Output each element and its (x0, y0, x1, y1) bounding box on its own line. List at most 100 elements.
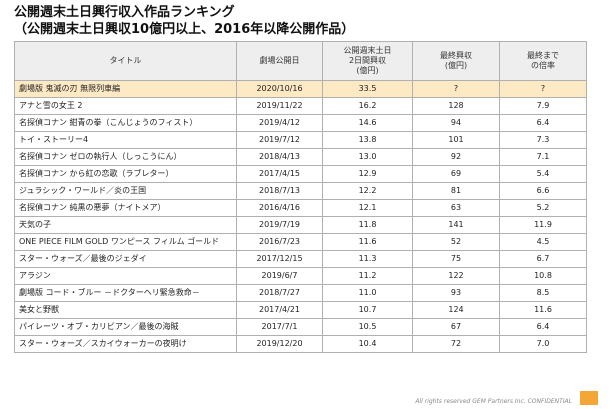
cell-final: 63 (412, 199, 500, 217)
cell-title: スター・ウォーズ／スカイウォーカーの夜明け (14, 335, 237, 353)
cell-ratio: 11.6 (499, 301, 587, 319)
cell-ratio: 7.0 (499, 335, 587, 353)
cell-title: 名探偵コナン 純黒の悪夢（ナイトメア） (14, 199, 237, 217)
cell-ratio: 5.2 (499, 199, 587, 217)
cell-weekend: 10.7 (322, 301, 413, 319)
table-row: 名探偵コナン 純黒の悪夢（ナイトメア） 2016/4/16 12.1 63 5.… (14, 199, 587, 217)
cell-ratio: 7.1 (499, 148, 587, 166)
cell-title: アラジン (14, 267, 237, 285)
cell-date: 2019/7/12 (236, 131, 323, 149)
cell-ratio: 5.4 (499, 165, 587, 183)
cell-title: ジュラシック・ワールド／炎の王国 (14, 182, 237, 200)
table-row: 天気の子 2019/7/19 11.8 141 11.9 (14, 216, 587, 234)
cell-weekend: 10.4 (322, 335, 413, 353)
table-row: スター・ウォーズ／スカイウォーカーの夜明け 2019/12/20 10.4 72… (14, 335, 587, 353)
table-row: トイ・ストーリー4 2019/7/12 13.8 101 7.3 (14, 131, 587, 149)
cell-final: 92 (412, 148, 500, 166)
cell-title: 名探偵コナン 紺青の拳（こんじょうのフィスト） (14, 114, 237, 132)
cell-weekend: 33.5 (322, 80, 413, 98)
cell-final: 69 (412, 165, 500, 183)
cell-ratio: ? (499, 80, 587, 98)
header-final-gross: 最終興収 (億円) (412, 41, 500, 81)
table-row: アナと雪の女王 2 2019/11/22 16.2 128 7.9 (14, 97, 587, 115)
cell-date: 2019/7/19 (236, 216, 323, 234)
cell-ratio: 6.7 (499, 250, 587, 268)
cell-ratio: 7.9 (499, 97, 587, 115)
cell-date: 2019/11/22 (236, 97, 323, 115)
cell-weekend: 12.2 (322, 182, 413, 200)
cell-final: 72 (412, 335, 500, 353)
cell-date: 2019/6/7 (236, 267, 323, 285)
cell-title: 美女と野獣 (14, 301, 237, 319)
cell-date: 2016/7/23 (236, 233, 323, 251)
cell-title: 劇場版 コード・ブルー －ドクターヘリ緊急救命－ (14, 284, 237, 302)
cell-date: 2020/10/16 (236, 80, 323, 98)
cell-ratio: 6.6 (499, 182, 587, 200)
cell-title: アナと雪の女王 2 (14, 97, 237, 115)
cell-final: 101 (412, 131, 500, 149)
brand-mark (580, 391, 598, 405)
table-row: 名探偵コナン から紅の恋歌（ラブレター） 2017/4/15 12.9 69 5… (14, 165, 587, 183)
cell-weekend: 11.6 (322, 233, 413, 251)
table-row: パイレーツ・オブ・カリビアン／最後の海賊 2017/7/1 10.5 67 6.… (14, 318, 587, 336)
table-row: アラジン 2019/6/7 11.2 122 10.8 (14, 267, 587, 285)
header-weekend-gross: 公開週末土日 2日間興収 (億円) (322, 41, 413, 81)
cell-date: 2019/4/12 (236, 114, 323, 132)
table-header-row: タイトル 劇場公開日 公開週末土日 2日間興収 (億円) 最終興収 (億円) 最… (14, 41, 587, 81)
cell-weekend: 11.0 (322, 284, 413, 302)
cell-weekend: 12.1 (322, 199, 413, 217)
header-title: タイトル (14, 41, 237, 81)
page-subtitle: （公開週末土日興収10億円以上、2016年以降公開作品） (14, 22, 355, 37)
cell-final: 81 (412, 182, 500, 200)
copyright-footer: All rights reserved GEM Partners Inc. CO… (415, 398, 572, 405)
cell-weekend: 13.8 (322, 131, 413, 149)
cell-final: 124 (412, 301, 500, 319)
cell-title: スター・ウォーズ／最後のジェダイ (14, 250, 237, 268)
table-row: 劇場版 鬼滅の刃 無限列車編 2020/10/16 33.5 ? ? (14, 80, 587, 98)
cell-final: 93 (412, 284, 500, 302)
cell-final: 122 (412, 267, 500, 285)
cell-title: 天気の子 (14, 216, 237, 234)
cell-date: 2017/4/21 (236, 301, 323, 319)
cell-ratio: 7.3 (499, 131, 587, 149)
cell-weekend: 12.9 (322, 165, 413, 183)
cell-title: パイレーツ・オブ・カリビアン／最後の海賊 (14, 318, 237, 336)
page-title: 公開週末土日興行収入作品ランキング (14, 5, 235, 20)
cell-weekend: 13.0 (322, 148, 413, 166)
cell-final: 128 (412, 97, 500, 115)
cell-final: 52 (412, 233, 500, 251)
cell-date: 2018/7/27 (236, 284, 323, 302)
cell-final: 94 (412, 114, 500, 132)
table-row: 名探偵コナン 紺青の拳（こんじょうのフィスト） 2019/4/12 14.6 9… (14, 114, 587, 132)
cell-weekend: 10.5 (322, 318, 413, 336)
table-row: 名探偵コナン ゼロの執行人（しっこうにん） 2018/4/13 13.0 92 … (14, 148, 587, 166)
cell-ratio: 6.4 (499, 318, 587, 336)
cell-ratio: 6.4 (499, 114, 587, 132)
cell-ratio: 8.5 (499, 284, 587, 302)
cell-title: 名探偵コナン から紅の恋歌（ラブレター） (14, 165, 237, 183)
table-body: 劇場版 鬼滅の刃 無限列車編 2020/10/16 33.5 ? ? アナと雪の… (14, 80, 587, 353)
table-row: 美女と野獣 2017/4/21 10.7 124 11.6 (14, 301, 587, 319)
cell-weekend: 11.2 (322, 267, 413, 285)
cell-date: 2017/4/15 (236, 165, 323, 183)
cell-final: 75 (412, 250, 500, 268)
cell-title: トイ・ストーリー4 (14, 131, 237, 149)
cell-weekend: 11.3 (322, 250, 413, 268)
cell-date: 2018/4/13 (236, 148, 323, 166)
cell-date: 2019/12/20 (236, 335, 323, 353)
cell-ratio: 11.9 (499, 216, 587, 234)
table-row: ジュラシック・ワールド／炎の王国 2018/7/13 12.2 81 6.6 (14, 182, 587, 200)
cell-date: 2016/4/16 (236, 199, 323, 217)
cell-weekend: 11.8 (322, 216, 413, 234)
cell-weekend: 14.6 (322, 114, 413, 132)
cell-ratio: 10.8 (499, 267, 587, 285)
cell-final: ? (412, 80, 500, 98)
cell-final: 67 (412, 318, 500, 336)
cell-ratio: 4.5 (499, 233, 587, 251)
header-release-date: 劇場公開日 (236, 41, 323, 81)
cell-title: 名探偵コナン ゼロの執行人（しっこうにん） (14, 148, 237, 166)
cell-date: 2017/7/1 (236, 318, 323, 336)
table-row: ONE PIECE FILM GOLD ワンピース フィルム ゴールド 2016… (14, 233, 587, 251)
cell-weekend: 16.2 (322, 97, 413, 115)
cell-date: 2017/12/15 (236, 250, 323, 268)
